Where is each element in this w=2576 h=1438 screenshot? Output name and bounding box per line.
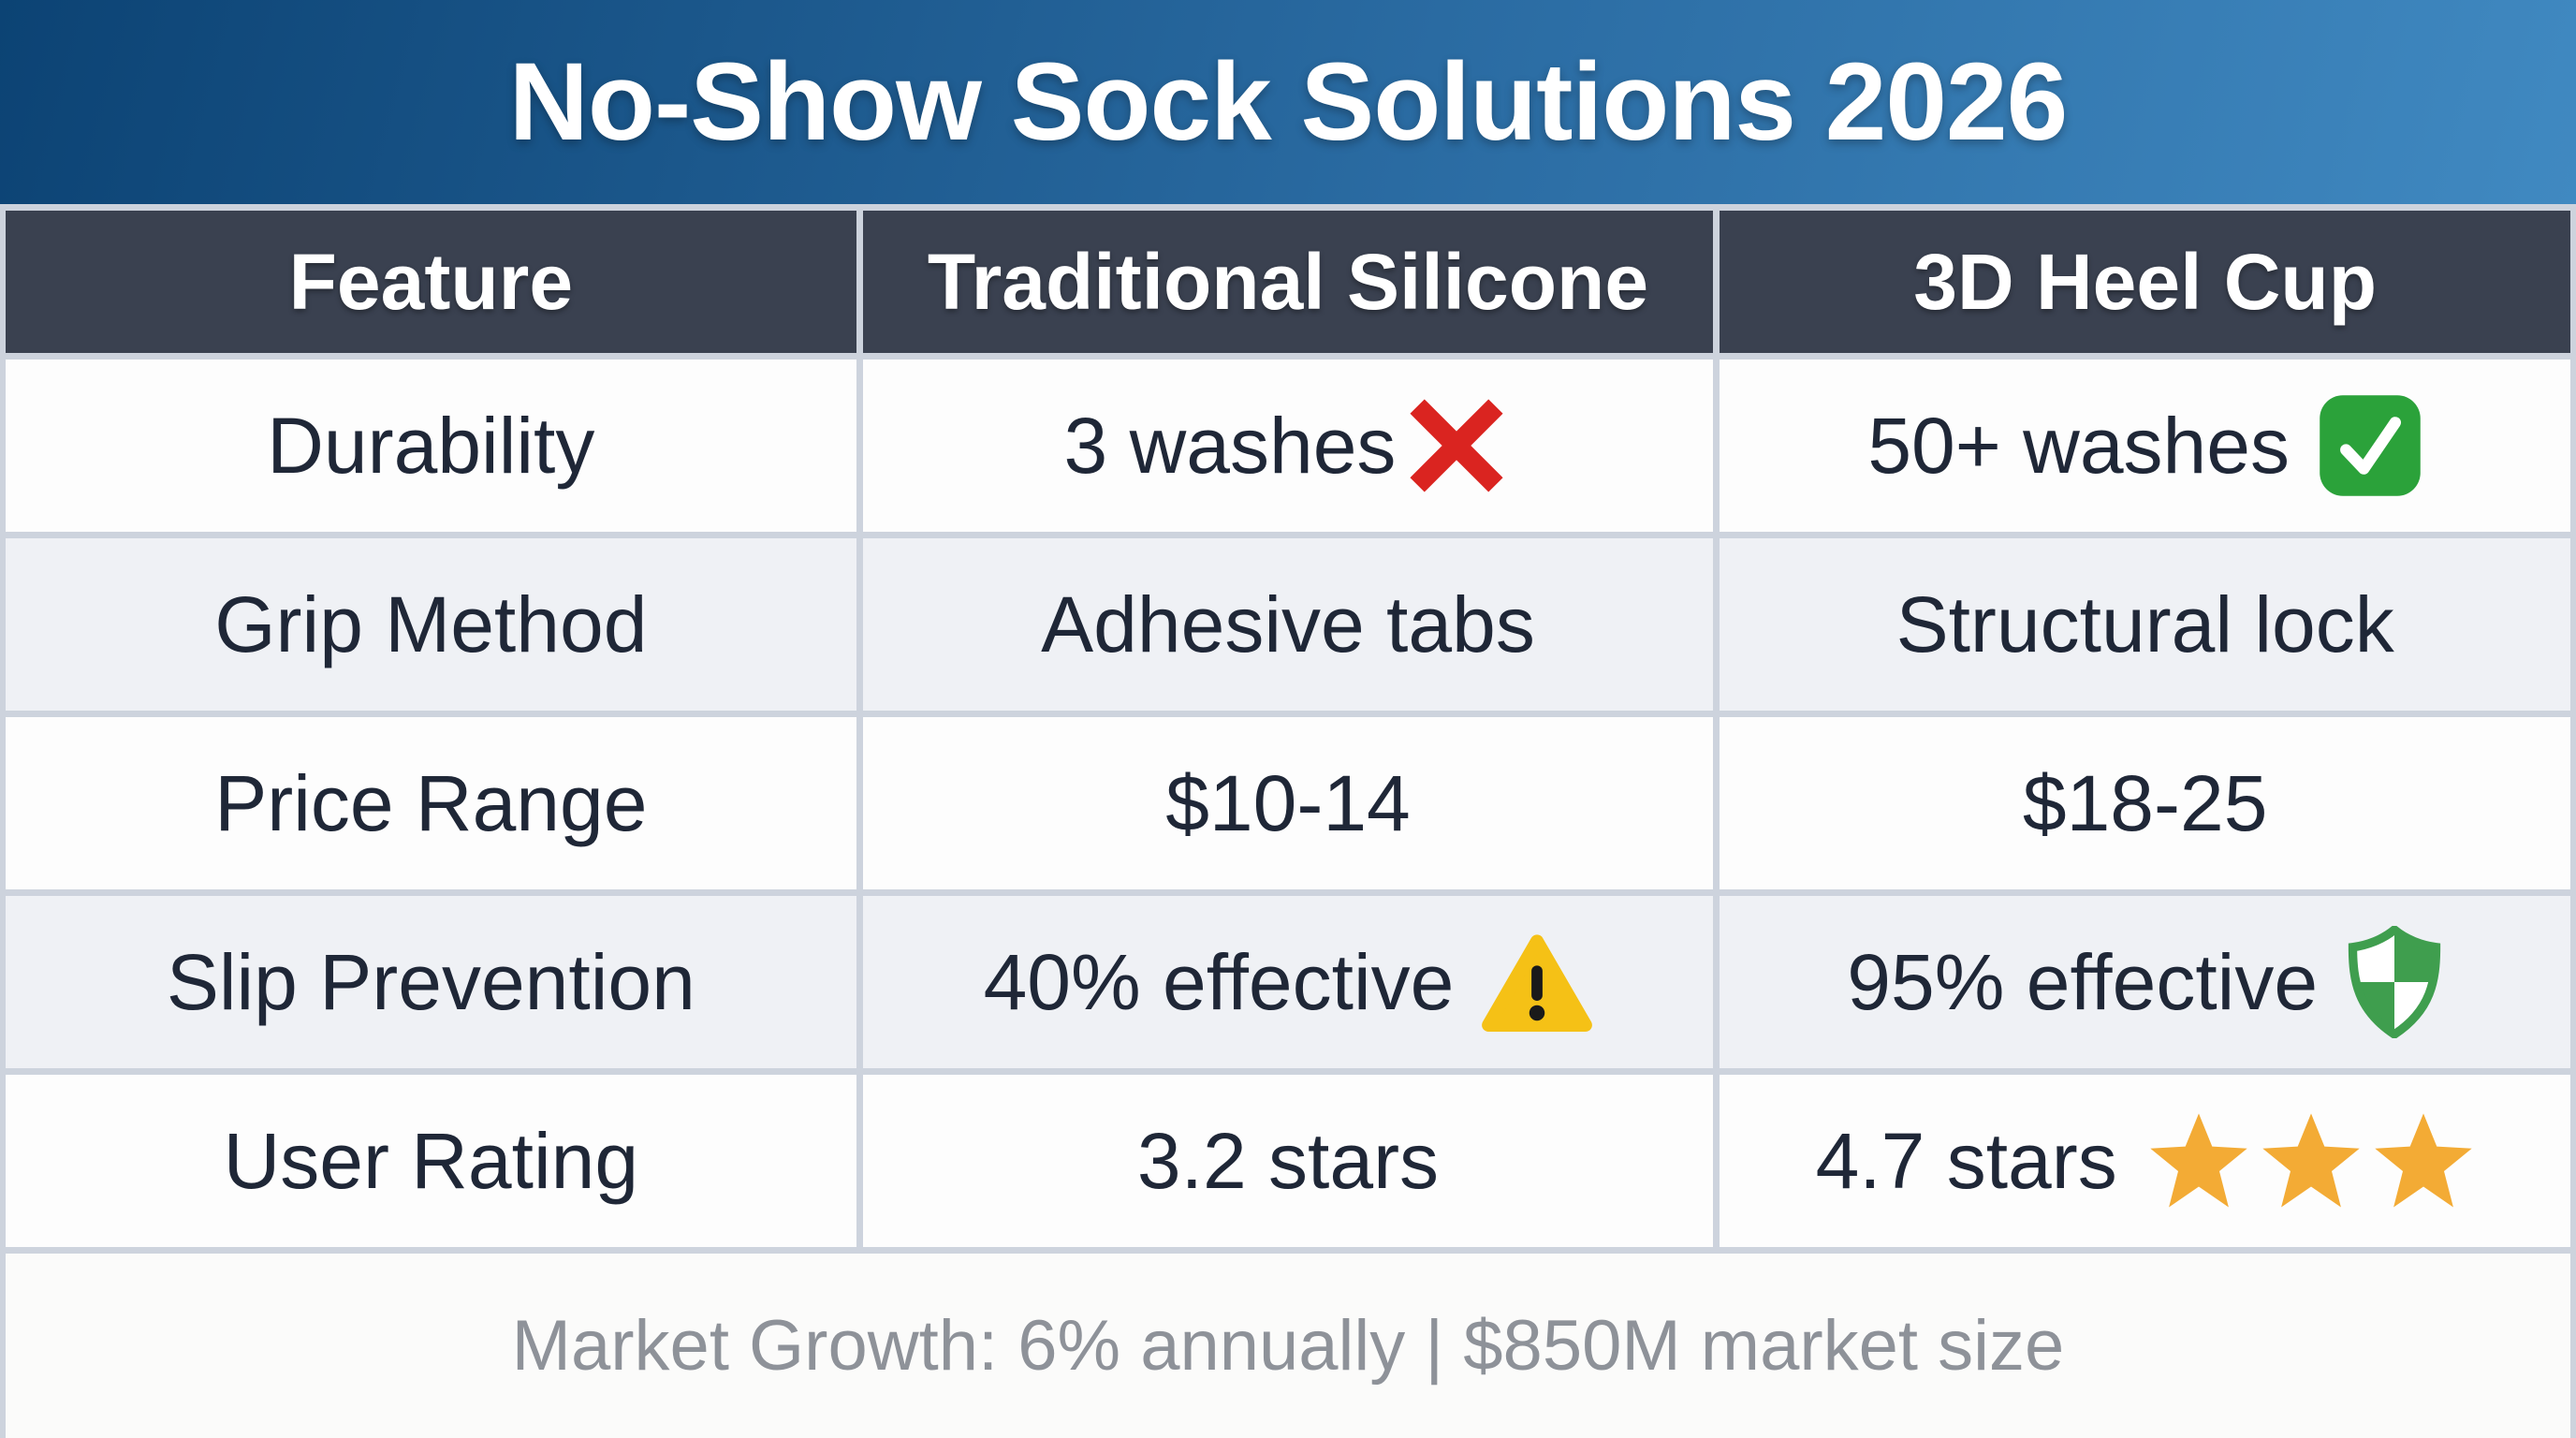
page-title: No-Show Sock Solutions 2026: [508, 40, 2069, 164]
header-cell-feature: Feature: [6, 211, 856, 353]
market-summary: Market Growth: 6% annually | $850M marke…: [6, 1254, 2570, 1438]
cell-grip-heel: Structural lock: [1720, 538, 2570, 711]
feature-label: Grip Method: [6, 538, 856, 711]
cell-durability-heel: 50+ washes: [1720, 360, 2570, 532]
shield-icon: [2346, 926, 2443, 1038]
table-row-slip-prevention: Slip Prevention 40% effective 95% effect…: [6, 896, 2570, 1068]
table-row-price-range: Price Range $10-14 $18-25: [6, 717, 2570, 889]
comparison-table: Feature Traditional Silicone 3D Heel Cup…: [0, 204, 2576, 1438]
cell-text: 4.7 stars: [1815, 1116, 2117, 1205]
cell-grip-traditional: Adhesive tabs: [862, 538, 1714, 711]
cell-durability-traditional: 3 washes: [862, 360, 1714, 532]
title-bar: No-Show Sock Solutions 2026: [0, 0, 2576, 204]
feature-label: Slip Prevention: [6, 896, 856, 1068]
header-cell-traditional-silicone: Traditional Silicone: [862, 211, 1714, 353]
star-icon: [2372, 1111, 2475, 1211]
check-mark-button-icon: [2318, 393, 2422, 498]
cell-slip-traditional: 40% effective: [862, 896, 1714, 1068]
feature-label: Durability: [6, 360, 856, 532]
cell-rating-traditional: 3.2 stars: [862, 1075, 1714, 1247]
cell-price-traditional: $10-14: [862, 717, 1714, 889]
star-icon: [2147, 1111, 2250, 1211]
cell-price-heel: $18-25: [1720, 717, 2570, 889]
star-rating: [2147, 1111, 2475, 1211]
cell-text: 95% effective: [1847, 937, 2319, 1026]
table-row-user-rating: User Rating 3.2 stars 4.7 stars: [6, 1075, 2570, 1247]
market-summary-text: Market Growth: 6% annually | $850M marke…: [511, 1306, 2065, 1386]
cell-text: 3 washes: [1063, 401, 1397, 490]
cell-text: 40% effective: [983, 937, 1455, 1026]
feature-label: User Rating: [6, 1075, 856, 1247]
table-header-row: Feature Traditional Silicone 3D Heel Cup: [6, 211, 2570, 353]
cross-mark-icon: [1401, 390, 1512, 501]
cell-slip-heel: 95% effective: [1720, 896, 2570, 1068]
table-row-grip-method: Grip Method Adhesive tabs Structural loc…: [6, 538, 2570, 711]
cell-text: 50+ washes: [1867, 401, 2290, 490]
feature-label: Price Range: [6, 717, 856, 889]
table-row-durability: Durability 3 washes 50+ washes: [6, 360, 2570, 532]
header-cell-3d-heel-cup: 3D Heel Cup: [1720, 211, 2570, 353]
cell-rating-heel: 4.7 stars: [1720, 1075, 2570, 1247]
star-icon: [2260, 1111, 2363, 1211]
warning-icon: [1482, 932, 1593, 1032]
